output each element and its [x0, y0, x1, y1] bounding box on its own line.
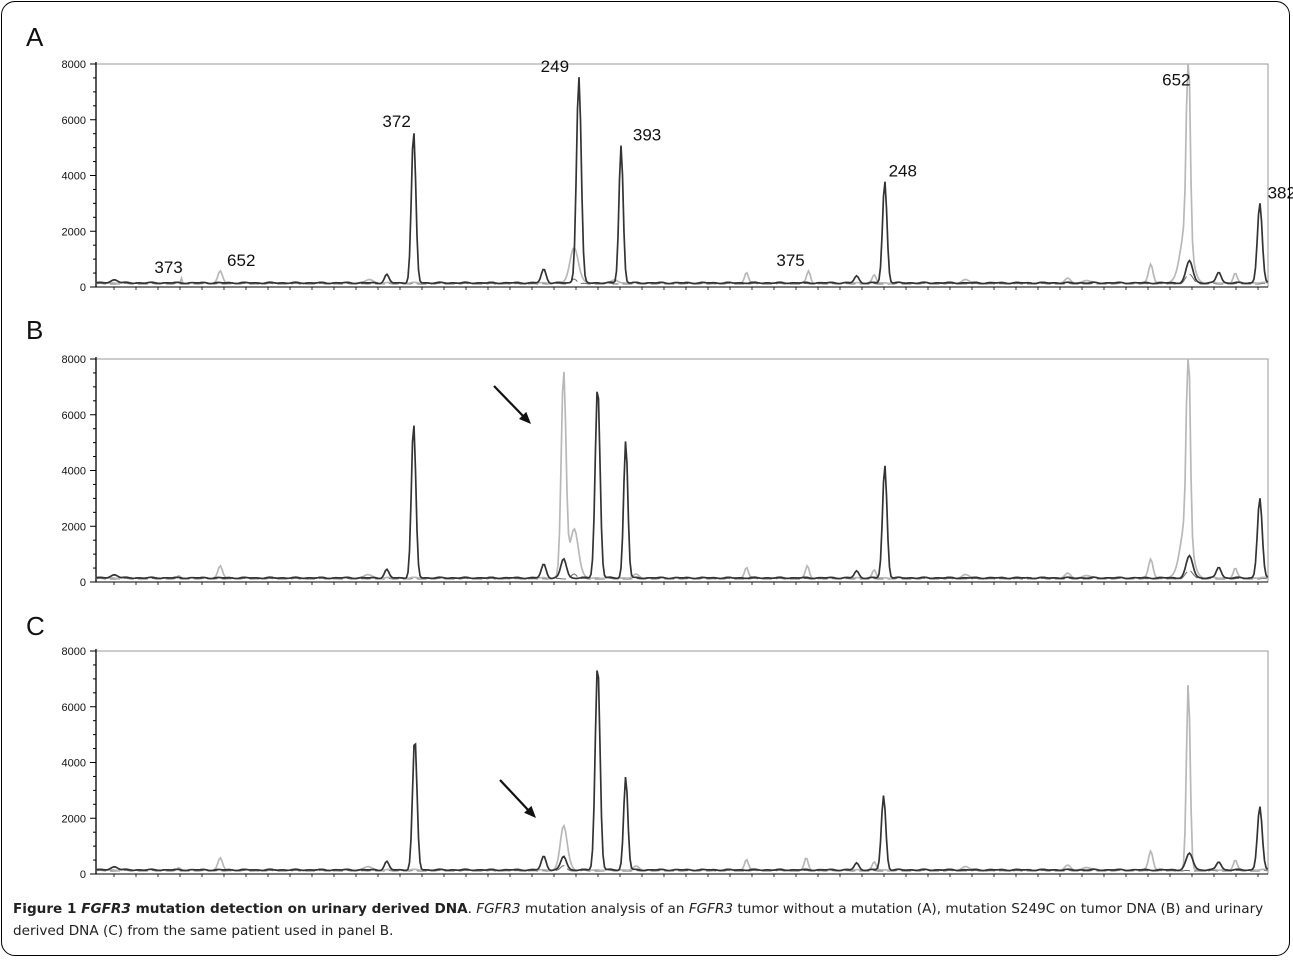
panel-letter-a: A: [26, 22, 44, 52]
mutation-arrow-c: [499, 779, 531, 813]
caption-title: Figure 1 FGFR3 mutation detection on uri…: [13, 901, 468, 917]
plot-area-b: [95, 358, 1269, 583]
plot-area-c: [95, 650, 1269, 875]
y-tick-label-c: 4000: [62, 758, 86, 770]
peak-label: 652: [227, 251, 255, 270]
mutation-arrowhead-c: [524, 805, 536, 818]
caption-body-3: tumor without a mutation (A), mutation S…: [13, 901, 1264, 939]
peak-label: 652: [1162, 71, 1190, 90]
y-tick-label-b: 4000: [62, 466, 86, 478]
y-tick-label-b: 2000: [62, 521, 86, 533]
y-tick-label-a: 0: [80, 282, 86, 294]
y-tick-label-b: 6000: [62, 410, 86, 422]
dark-trace-c: [95, 670, 1269, 872]
caption-title-gene: FGFR3: [81, 901, 131, 917]
electropherogram-figure: A 0 2000 4000 6000 8000 373 652 372 249 393 375 248 6…: [26, 22, 1293, 881]
panel-letter-b: B: [26, 315, 43, 345]
y-tick-label-c: 0: [80, 869, 86, 881]
baseline-trace-a: [95, 273, 1268, 285]
y-tick-label-a: 6000: [62, 115, 86, 127]
panel-letter-c: C: [26, 611, 45, 641]
y-tick-label-c: 2000: [62, 813, 86, 825]
y-tick-label-c: 6000: [62, 702, 86, 714]
caption-body-1: .: [467, 901, 477, 917]
peak-label: 375: [776, 251, 804, 270]
y-tick-label-c: 8000: [62, 646, 86, 658]
peak-label: 393: [633, 126, 661, 145]
peak-label: 373: [154, 258, 182, 277]
figure-caption: Figure 1 FGFR3 mutation detection on uri…: [13, 898, 1279, 942]
y-tick-label-a: 4000: [62, 171, 86, 183]
mutation-arrow-b: [493, 385, 526, 419]
baseline-trace-b: [95, 569, 1268, 580]
mutation-arrowhead-b: [519, 411, 531, 424]
y-tick-label-b: 8000: [62, 354, 86, 366]
y-tick-label-a: 2000: [62, 226, 86, 238]
caption-body-2: mutation analysis of an: [520, 901, 689, 917]
peak-label: 249: [541, 57, 569, 76]
y-tick-label-a: 8000: [62, 59, 86, 71]
dark-trace-b: [95, 391, 1269, 580]
y-tick-label-b: 0: [80, 577, 86, 589]
plot-area-a: [95, 63, 1269, 288]
baseline-trace-c: [95, 865, 1268, 872]
caption-title-rest: mutation detection on urinary derived DN…: [130, 901, 468, 917]
peak-label: 382: [1268, 183, 1293, 202]
dark-trace-a: [95, 77, 1269, 285]
caption-title-prefix: Figure 1: [13, 901, 82, 917]
peak-label: 248: [889, 161, 917, 180]
peak-label: 372: [382, 112, 410, 131]
light-trace-b: [95, 358, 1268, 580]
light-trace-a: [95, 63, 1268, 285]
caption-gene-2: FGFR3: [688, 901, 734, 917]
light-trace-c: [95, 684, 1268, 872]
caption-gene-1: FGFR3: [476, 901, 521, 917]
